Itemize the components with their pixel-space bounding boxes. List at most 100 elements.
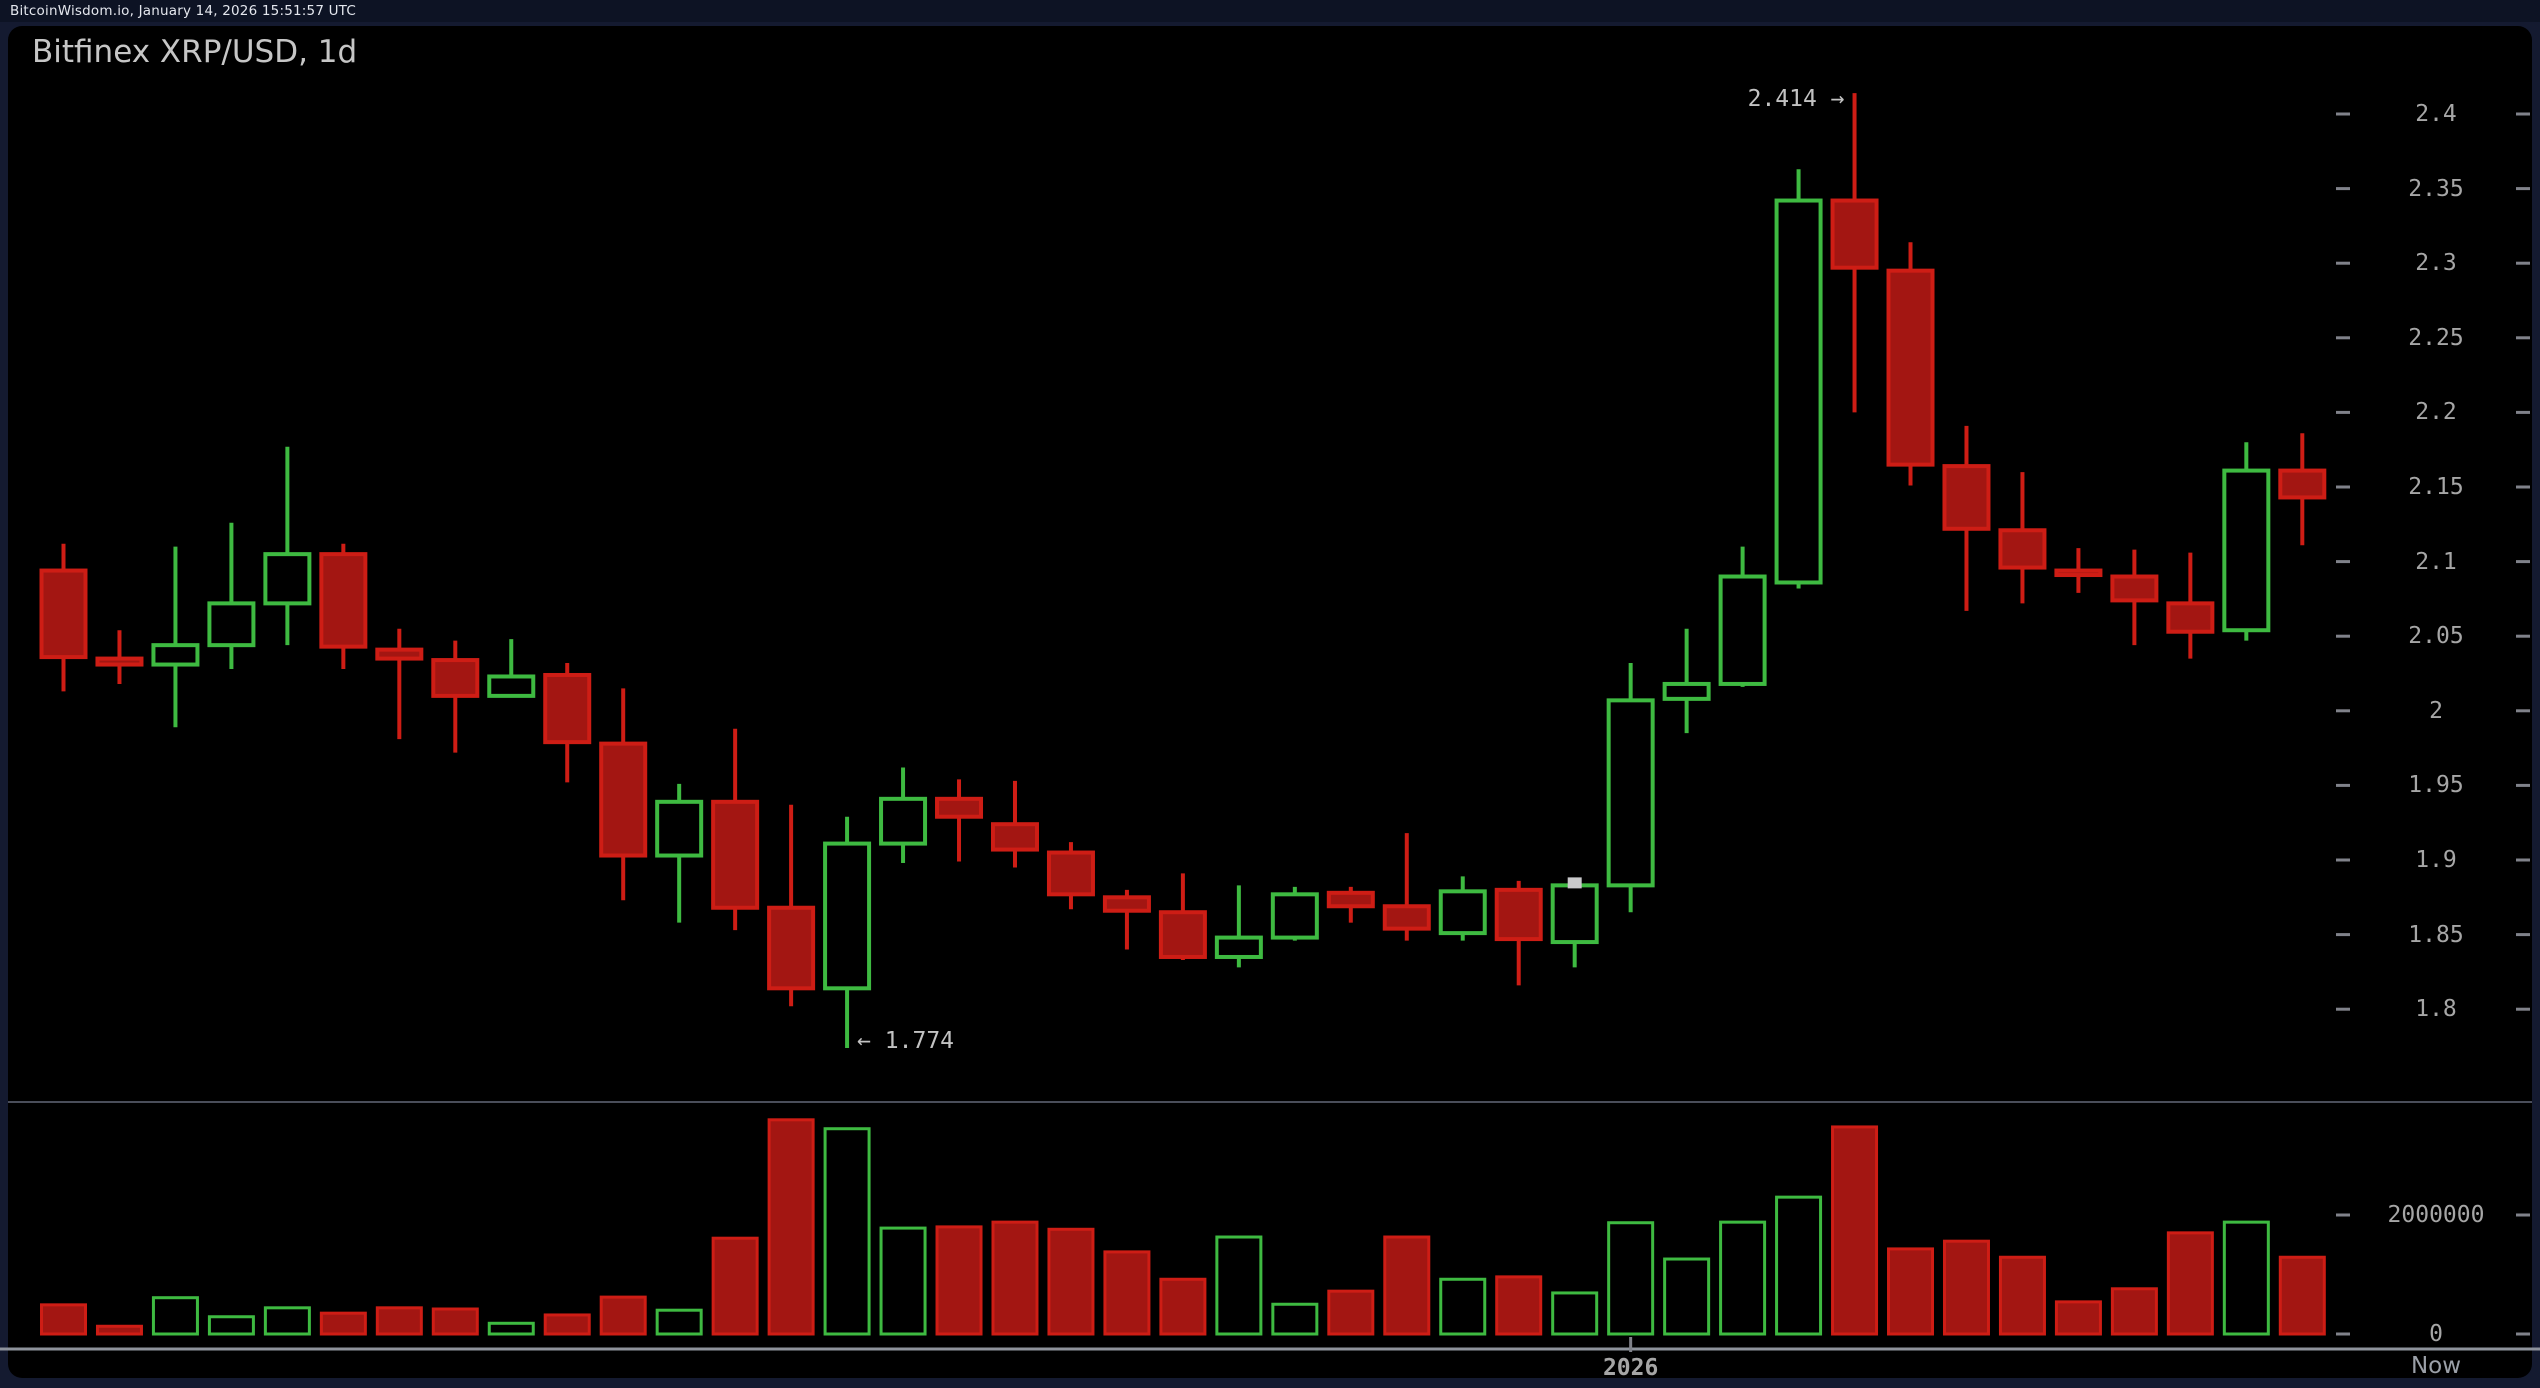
volume-bar bbox=[1271, 1302, 1319, 1336]
candle bbox=[2054, 568, 2103, 578]
candle bbox=[1718, 574, 1767, 686]
candle bbox=[1942, 464, 1991, 531]
candle bbox=[599, 741, 648, 858]
price-tick-label: 2.05 bbox=[2408, 623, 2464, 650]
candle bbox=[2166, 601, 2215, 634]
volume-bar bbox=[40, 1303, 87, 1336]
candle bbox=[2110, 574, 2159, 603]
price-tick-label: 2.15 bbox=[2408, 474, 2464, 500]
candle bbox=[375, 647, 424, 661]
volume-bar bbox=[2166, 1231, 2214, 1336]
volume-bar bbox=[263, 1306, 311, 1336]
volume-bar bbox=[2110, 1287, 2158, 1336]
volume-bar bbox=[767, 1118, 815, 1336]
volume-bar bbox=[1719, 1220, 1767, 1336]
candle bbox=[263, 552, 312, 606]
price-tick-label: 2.25 bbox=[2408, 324, 2464, 351]
volume-bar bbox=[1831, 1125, 1879, 1336]
volume-bar bbox=[2054, 1300, 2102, 1336]
candle bbox=[95, 656, 144, 667]
high-annotation: 2.414 → bbox=[1747, 86, 1845, 113]
volume-bar bbox=[1327, 1289, 1375, 1336]
volume-bar bbox=[431, 1307, 479, 1336]
candle bbox=[879, 796, 928, 846]
volume-bar bbox=[207, 1315, 255, 1336]
volume-bar bbox=[1775, 1195, 1823, 1336]
last-price-marker bbox=[1567, 877, 1582, 889]
volume-bar bbox=[599, 1295, 647, 1336]
candle bbox=[655, 799, 704, 858]
volume-bar bbox=[1047, 1227, 1095, 1336]
volume-bar bbox=[823, 1127, 871, 1336]
volume-bar bbox=[991, 1220, 1039, 1336]
price-tick-label: 1.85 bbox=[2408, 921, 2464, 948]
candle bbox=[1382, 904, 1431, 931]
volume-bar bbox=[1383, 1235, 1431, 1336]
candle bbox=[1326, 890, 1375, 909]
candle bbox=[319, 552, 368, 649]
now-label: Now bbox=[2410, 1353, 2462, 1379]
candle bbox=[823, 841, 872, 991]
price-tick-label: 1.8 bbox=[2415, 996, 2457, 1023]
candle bbox=[1102, 895, 1151, 913]
candle bbox=[1886, 268, 1935, 467]
volume-bar bbox=[879, 1226, 927, 1336]
volume-bar bbox=[1551, 1291, 1599, 1336]
candle bbox=[1214, 935, 1263, 959]
chart-title: Bitfinex XRP/USD, 1d bbox=[32, 34, 358, 70]
candle bbox=[1158, 910, 1207, 959]
volume-bar bbox=[1159, 1277, 1207, 1336]
price-tick-label: 1.9 bbox=[2415, 847, 2457, 873]
volume-bar bbox=[1998, 1255, 2046, 1336]
volume-bar bbox=[2222, 1220, 2270, 1336]
candle bbox=[1606, 698, 1655, 888]
volume-bar bbox=[1607, 1221, 1655, 1336]
candle bbox=[431, 658, 480, 698]
price-tick-label: 2.1 bbox=[2415, 548, 2457, 575]
candle bbox=[39, 568, 88, 660]
candle bbox=[1438, 889, 1487, 936]
candle bbox=[1550, 883, 1599, 945]
volume-bar bbox=[543, 1313, 591, 1336]
candle bbox=[1998, 528, 2047, 570]
year-label: 2026 bbox=[1602, 1355, 1659, 1381]
volume-bar bbox=[935, 1225, 983, 1336]
volume-bar bbox=[655, 1308, 703, 1336]
status-text: BitcoinWisdom.io, January 14, 2026 15:51… bbox=[10, 3, 356, 19]
volume-tick-label: 0 bbox=[2429, 1321, 2443, 1347]
volume-bar bbox=[1215, 1235, 1263, 1336]
candle bbox=[1494, 887, 1543, 942]
volume-bar bbox=[1103, 1250, 1151, 1336]
candle bbox=[767, 905, 816, 991]
status-bar: BitcoinWisdom.io, January 14, 2026 15:51… bbox=[0, 0, 2540, 22]
candle bbox=[207, 601, 256, 648]
candle bbox=[151, 643, 200, 667]
volume-bar bbox=[2278, 1255, 2326, 1336]
volume-bar bbox=[1942, 1239, 1990, 1336]
volume-bar bbox=[375, 1306, 423, 1336]
volume-bar bbox=[1663, 1257, 1711, 1336]
price-tick-label: 2.4 bbox=[2415, 101, 2457, 127]
candle bbox=[711, 799, 760, 910]
candle bbox=[2222, 468, 2271, 633]
volume-bar bbox=[151, 1296, 199, 1336]
candle bbox=[543, 672, 592, 745]
price-tick-label: 2.3 bbox=[2415, 250, 2457, 277]
price-tick-label: 1.95 bbox=[2408, 772, 2464, 799]
candle bbox=[1774, 198, 1823, 585]
volume-bar bbox=[95, 1324, 143, 1336]
candle bbox=[1662, 681, 1711, 701]
volume-tick-label: 2000000 bbox=[2387, 1202, 2485, 1228]
candle bbox=[2278, 468, 2327, 500]
price-tick-label: 2.2 bbox=[2415, 399, 2457, 426]
candle bbox=[487, 674, 536, 698]
candle bbox=[1046, 850, 1095, 897]
volume-bar bbox=[1887, 1247, 1935, 1336]
volume-bar bbox=[1495, 1275, 1543, 1336]
chart-canvas[interactable] bbox=[8, 26, 2532, 1378]
candle bbox=[990, 822, 1039, 852]
volume-bar bbox=[1439, 1277, 1487, 1336]
price-tick-label: 2 bbox=[2429, 697, 2443, 724]
